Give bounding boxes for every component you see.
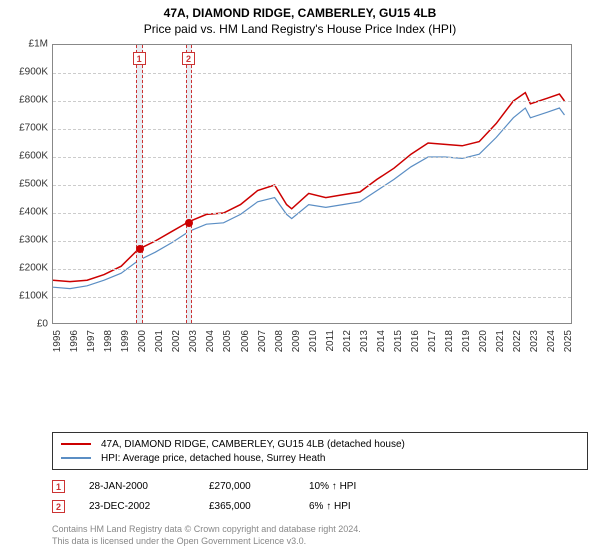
gridline xyxy=(53,213,571,214)
x-tick-label: 1996 xyxy=(69,330,80,352)
gridline xyxy=(53,185,571,186)
x-tick-label: 2025 xyxy=(563,330,574,352)
gridline xyxy=(53,157,571,158)
x-tick-label: 1998 xyxy=(103,330,114,352)
x-tick-label: 1997 xyxy=(86,330,97,352)
event-delta: 6% ↑ HPI xyxy=(309,501,429,512)
event-band xyxy=(136,45,143,323)
legend-row: HPI: Average price, detached house, Surr… xyxy=(61,451,579,465)
legend-label: 47A, DIAMOND RIDGE, CAMBERLEY, GU15 4LB … xyxy=(101,439,405,450)
x-tick-label: 2009 xyxy=(291,330,302,352)
x-tick-label: 2012 xyxy=(342,330,353,352)
x-tick-label: 2008 xyxy=(274,330,285,352)
x-tick-label: 2010 xyxy=(308,330,319,352)
x-axis: 1995 1996 1997 1998 1999 2000 2001 2002 2003 2004… xyxy=(52,326,572,376)
x-tick-label: 2000 xyxy=(137,330,148,352)
gridline xyxy=(53,129,571,130)
y-tick-label: £800K xyxy=(19,95,48,106)
event-row: 1 28-JAN-2000£270,00010% ↑ HPI xyxy=(52,476,588,496)
event-marker-box: 2 xyxy=(182,52,195,65)
x-tick-label: 2007 xyxy=(257,330,268,352)
gridline xyxy=(53,297,571,298)
price-marker xyxy=(136,245,144,253)
y-axis: £0£100K£200K£300K£400K£500K£600K£700K£80… xyxy=(12,44,52,324)
x-tick-label: 2006 xyxy=(240,330,251,352)
x-tick-label: 2018 xyxy=(444,330,455,352)
event-row: 2 23-DEC-2002£365,0006% ↑ HPI xyxy=(52,496,588,516)
x-tick-label: 2022 xyxy=(512,330,523,352)
x-tick-label: 2005 xyxy=(222,330,233,352)
x-tick-label: 2002 xyxy=(171,330,182,352)
legend-row: 47A, DIAMOND RIDGE, CAMBERLEY, GU15 4LB … xyxy=(61,437,579,451)
footer-line1: Contains HM Land Registry data © Crown c… xyxy=(52,524,588,536)
x-tick-label: 2004 xyxy=(205,330,216,352)
x-tick-label: 2013 xyxy=(359,330,370,352)
legend-label: HPI: Average price, detached house, Surr… xyxy=(101,453,325,464)
line-property xyxy=(53,93,565,282)
x-tick-label: 2020 xyxy=(478,330,489,352)
y-tick-label: £1M xyxy=(29,39,48,50)
line-hpi xyxy=(53,108,565,289)
events-table: 1 28-JAN-2000£270,00010% ↑ HPI 2 23-DEC-200… xyxy=(52,476,588,516)
x-tick-label: 2021 xyxy=(495,330,506,352)
chart-subtitle: Price paid vs. HM Land Registry's House … xyxy=(0,22,600,36)
x-tick-label: 1999 xyxy=(120,330,131,352)
event-price: £270,000 xyxy=(209,481,309,492)
footer-line2: This data is licensed under the Open Gov… xyxy=(52,536,588,548)
y-tick-label: £900K xyxy=(19,67,48,78)
x-tick-label: 2023 xyxy=(529,330,540,352)
event-band xyxy=(186,45,193,323)
x-tick-label: 1995 xyxy=(52,330,63,352)
legend-swatch xyxy=(61,443,91,445)
y-tick-label: £700K xyxy=(19,123,48,134)
legend-box: 47A, DIAMOND RIDGE, CAMBERLEY, GU15 4LB … xyxy=(52,432,588,470)
y-tick-label: £200K xyxy=(19,263,48,274)
y-tick-label: £0 xyxy=(37,319,48,330)
event-delta: 10% ↑ HPI xyxy=(309,481,429,492)
plot-area: 12 xyxy=(52,44,572,324)
event-id-box: 2 xyxy=(52,500,65,513)
chart-area: £0 £100K £200K £300K £400K £500K £600K £700K £80… xyxy=(12,44,588,374)
event-id-box: 1 xyxy=(52,480,65,493)
event-date: 28-JAN-2000 xyxy=(89,481,209,492)
y-tick-label: £100K xyxy=(19,291,48,302)
x-tick-label: 2003 xyxy=(188,330,199,352)
legend-swatch xyxy=(61,457,91,459)
event-date: 23-DEC-2002 xyxy=(89,501,209,512)
y-tick-label: £400K xyxy=(19,207,48,218)
gridline xyxy=(53,101,571,102)
footer-attribution: Contains HM Land Registry data © Crown c… xyxy=(52,524,588,547)
event-marker-box: 1 xyxy=(133,52,146,65)
y-tick-label: £500K xyxy=(19,179,48,190)
x-tick-label: 2016 xyxy=(410,330,421,352)
x-tick-label: 2014 xyxy=(376,330,387,352)
x-tick-label: 2017 xyxy=(427,330,438,352)
x-tick-label: 2024 xyxy=(546,330,557,352)
chart-title: 47A, DIAMOND RIDGE, CAMBERLEY, GU15 4LB xyxy=(0,6,600,20)
gridline xyxy=(53,241,571,242)
gridline xyxy=(53,73,571,74)
x-tick-label: 2015 xyxy=(393,330,404,352)
x-tick-label: 2011 xyxy=(325,330,336,352)
gridline xyxy=(53,269,571,270)
event-price: £365,000 xyxy=(209,501,309,512)
price-marker xyxy=(185,219,193,227)
y-tick-label: £600K xyxy=(19,151,48,162)
y-tick-label: £300K xyxy=(19,235,48,246)
x-tick-label: 2001 xyxy=(154,330,165,352)
x-tick-label: 2019 xyxy=(461,330,472,352)
